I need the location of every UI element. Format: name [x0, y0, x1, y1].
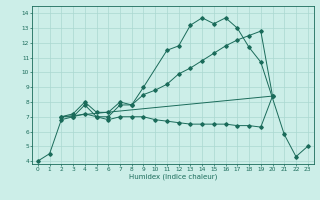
X-axis label: Humidex (Indice chaleur): Humidex (Indice chaleur): [129, 174, 217, 180]
